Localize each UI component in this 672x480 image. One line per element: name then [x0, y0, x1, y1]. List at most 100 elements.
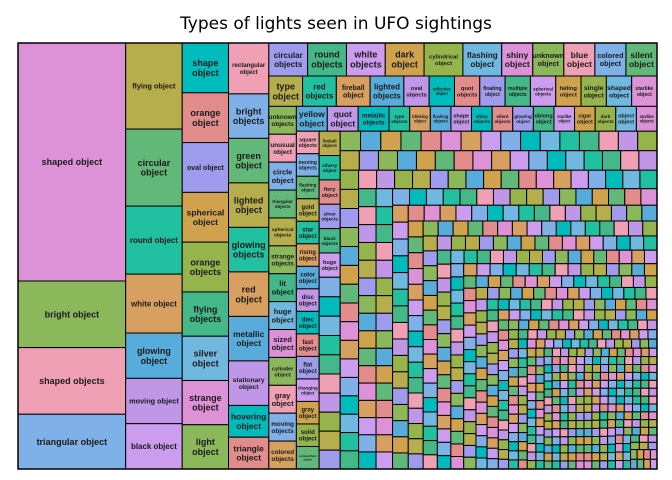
treemap-tile	[553, 338, 564, 349]
tile-rect	[318, 392, 341, 413]
tile-label: sized object	[272, 335, 294, 352]
treemap-tile	[515, 263, 530, 277]
tile-rect	[228, 137, 270, 184]
treemap-tile: silver object	[181, 335, 230, 381]
tile-rect	[392, 221, 409, 240]
tile-rect	[533, 204, 551, 222]
tile-rect	[428, 75, 455, 107]
tile-rect	[436, 455, 452, 470]
treemap-tile	[564, 204, 582, 222]
tile-rect	[559, 379, 569, 390]
tile-rect	[596, 338, 607, 349]
tile-rect	[491, 150, 511, 171]
treemap-tile	[407, 236, 424, 254]
treemap-tile	[508, 413, 519, 424]
treemap-tile: hovering object	[228, 404, 270, 438]
treemap-tile	[422, 425, 438, 442]
treemap-tile	[358, 295, 377, 314]
tile-rect	[436, 374, 452, 389]
tile-rect	[392, 420, 409, 438]
tile-label: gray object	[272, 391, 294, 408]
tile-rect	[591, 188, 610, 206]
tile-rect	[526, 347, 537, 358]
treemap-tile	[450, 456, 465, 470]
tile-label: floating object	[483, 86, 501, 98]
treemap-tile	[422, 382, 438, 399]
treemap-tile	[575, 452, 585, 462]
treemap-tile	[422, 353, 438, 370]
tile-label: circle object	[272, 168, 294, 185]
treemap-tile	[464, 235, 480, 251]
treemap-tile	[450, 249, 465, 265]
tile-rect	[339, 302, 360, 323]
tile-rect	[508, 338, 519, 350]
treemap-tile	[358, 224, 377, 243]
treemap-tile	[627, 220, 644, 237]
treemap-tile	[630, 458, 638, 470]
treemap-tile	[467, 220, 484, 237]
treemap-tile: sized object	[268, 329, 297, 358]
treemap-tile	[631, 263, 645, 277]
treemap-tile	[596, 338, 607, 349]
tile-rect	[339, 413, 360, 434]
treemap-tile	[517, 422, 528, 434]
tile-rect	[339, 227, 360, 248]
treemap-tile	[475, 286, 489, 300]
tile-rect	[607, 435, 616, 445]
tile-rect	[579, 338, 590, 349]
treemap-tile	[551, 420, 561, 430]
treemap-tile	[339, 376, 360, 397]
tile-rect	[475, 457, 488, 470]
tile-rect	[358, 399, 377, 419]
treemap-tile	[583, 403, 593, 413]
tile-rect	[540, 298, 553, 311]
treemap-tile	[541, 263, 556, 277]
treemap-tile	[517, 338, 528, 350]
tile-rect	[604, 309, 617, 321]
tile-rect	[594, 309, 606, 321]
tile-rect	[436, 235, 452, 251]
tile-rect	[591, 379, 601, 389]
tile-rect	[639, 426, 650, 436]
treemap-tile	[543, 356, 553, 366]
tile-rect	[647, 434, 658, 443]
treemap-tile	[422, 280, 438, 296]
treemap-tile	[436, 428, 452, 443]
tile-rect	[608, 371, 618, 381]
treemap-tile	[615, 395, 625, 405]
treemap-tile	[614, 443, 624, 453]
tile-rect	[567, 444, 577, 454]
treemap-tile	[459, 188, 478, 206]
tile-rect	[588, 319, 600, 331]
tile-label: unusual object	[270, 142, 295, 156]
treemap-tile	[436, 360, 452, 376]
treemap-tile	[605, 169, 624, 190]
tile-rect	[318, 335, 341, 356]
treemap-tile	[543, 347, 553, 358]
tile-rect	[358, 330, 377, 349]
tile-rect	[583, 309, 596, 321]
tile-label: triangular objects	[272, 199, 293, 209]
treemap-tile	[615, 403, 625, 413]
tile-rect	[564, 204, 582, 222]
treemap-tile	[450, 315, 465, 330]
tile-label: silvery object	[322, 163, 337, 174]
treemap-tile	[599, 419, 609, 429]
tile-rect	[575, 412, 585, 422]
treemap-tile	[632, 371, 642, 381]
tile-rect	[648, 403, 658, 413]
treemap-tile	[508, 329, 519, 340]
tile-rect	[502, 263, 517, 277]
treemap-tile: strange object	[181, 379, 230, 426]
tile-rect	[422, 454, 438, 470]
tile-rect	[450, 315, 465, 330]
treemap-tile	[639, 426, 650, 436]
tile-rect	[512, 275, 526, 288]
tile-rect	[638, 329, 649, 340]
tile-rect	[648, 338, 658, 349]
tile-rect	[567, 371, 577, 381]
treemap-tile	[486, 331, 499, 344]
treemap-tile	[599, 435, 609, 446]
tile-rect	[429, 169, 449, 190]
treemap-tile	[486, 405, 499, 418]
